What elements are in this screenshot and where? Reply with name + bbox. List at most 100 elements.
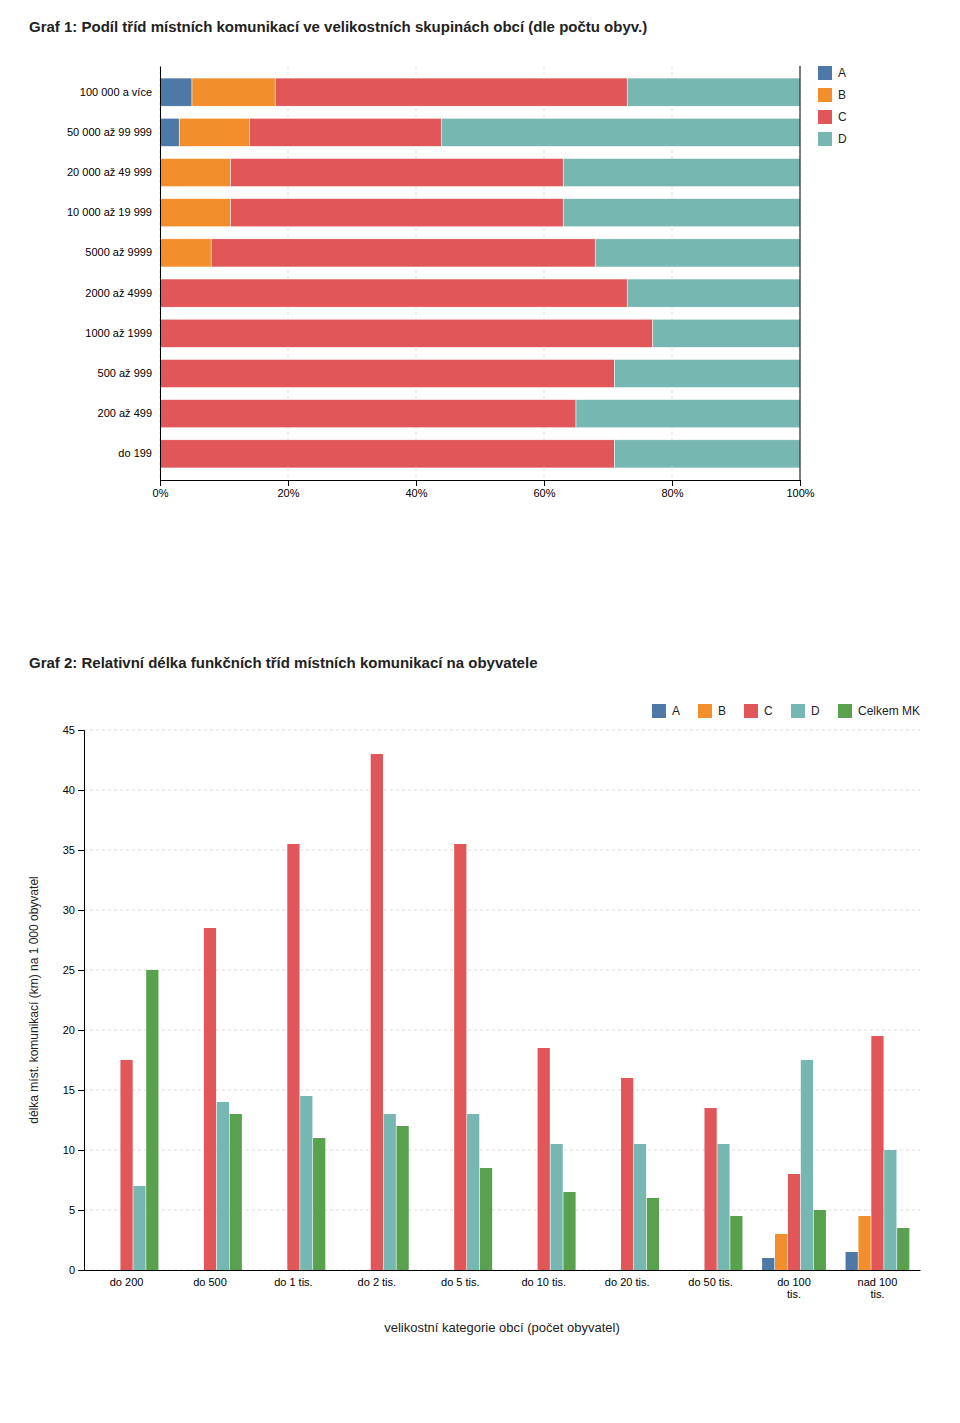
axis-line (160, 67, 161, 481)
tick: do 2 tis. (358, 1276, 397, 1288)
tick: do 1 tis. (274, 1276, 313, 1288)
plot-area (160, 78, 800, 468)
bar (287, 844, 299, 1270)
tick-mark (78, 970, 84, 971)
tick: 10 000 až 19 999 (67, 206, 152, 218)
tick-label: 5000 až 9999 (85, 246, 152, 258)
bar (884, 1150, 896, 1270)
bar (634, 1144, 646, 1270)
tick-label: do 2 tis. (358, 1276, 397, 1288)
bar (313, 1138, 325, 1270)
bar (428, 1270, 440, 1271)
legend-label: B (718, 704, 726, 718)
bar (814, 1210, 826, 1270)
legend-item: C (744, 704, 773, 718)
bar (146, 970, 158, 1270)
bar (775, 1234, 787, 1270)
legend: ABCD (818, 66, 847, 146)
legend-item: Celkem MK (838, 704, 920, 718)
bar (595, 1270, 607, 1271)
tick-label-line: do 2 tis. (358, 1276, 397, 1288)
y-axis: 100 000 a více50 000 až 99 99920 000 až … (67, 67, 161, 481)
tick-label: do 10 tis. (521, 1276, 566, 1288)
tick: do 50 tis. (688, 1276, 733, 1288)
tick: do 199 (118, 447, 152, 459)
legend-swatch (698, 704, 712, 718)
tick: 40% (405, 480, 427, 499)
tick-label: 80% (661, 487, 683, 499)
legend-item: D (791, 704, 820, 718)
tick: 20 000 až 49 999 (67, 166, 152, 178)
tick: nad 100tis. (858, 1276, 898, 1301)
legend-label: A (672, 704, 680, 718)
tick: 15 (63, 1084, 84, 1096)
legend-label: B (838, 88, 846, 102)
legend-swatch (838, 704, 852, 718)
bar (275, 78, 627, 106)
bar (512, 1270, 524, 1271)
grid (160, 66, 800, 480)
tick: 5 (69, 1204, 84, 1216)
bar (614, 359, 800, 387)
bar (230, 158, 563, 186)
legend-item: B (698, 704, 726, 718)
legend-item: B (818, 88, 846, 102)
bar (108, 1270, 120, 1271)
bar (230, 1114, 242, 1270)
bar (345, 1270, 357, 1271)
legend-item: C (818, 110, 847, 124)
legend-label: C (838, 110, 847, 124)
bar (204, 928, 216, 1270)
bar (95, 1270, 107, 1271)
x-axis-title: velikostní kategorie obcí (počet obyvate… (384, 1320, 620, 1335)
tick: 40 (63, 784, 84, 796)
tick-label: 5 (69, 1204, 75, 1216)
tick: do 100tis. (777, 1276, 811, 1301)
tick-label: 10 (63, 1144, 75, 1156)
tick: 100 000 a více (80, 86, 152, 98)
tick-label-line: do 200 (110, 1276, 144, 1288)
tick-label-line: tis. (870, 1288, 884, 1300)
tick-mark (78, 1150, 84, 1151)
tick: 20% (277, 480, 299, 499)
tick: 2000 až 4999 (85, 287, 152, 299)
grid-line (84, 790, 920, 791)
bar (160, 239, 211, 267)
bar (397, 1126, 409, 1270)
tick: 80% (661, 480, 683, 499)
tick: 35 (63, 844, 84, 856)
bar (160, 199, 230, 227)
bar (454, 844, 466, 1270)
tick-label: 10 000 až 19 999 (67, 206, 152, 218)
bar (692, 1270, 704, 1271)
legend-item: A (818, 66, 846, 80)
bar (647, 1198, 659, 1270)
bar (871, 1036, 883, 1270)
tick-mark (78, 790, 84, 791)
tick-mark (416, 480, 417, 486)
tick-label-line: tis. (787, 1288, 801, 1300)
tick-mark (672, 480, 673, 486)
bar (300, 1096, 312, 1270)
grid-line (84, 910, 920, 911)
tick-label: 40% (405, 487, 427, 499)
legend-swatch (818, 132, 832, 146)
tick-label: 30 (63, 904, 75, 916)
axis-line (161, 481, 801, 487)
legend-swatch (818, 110, 832, 124)
legend: A B C D Celkem MK (652, 704, 920, 718)
legend-label: A (838, 66, 846, 80)
chart-title: Graf 2: Relativní délka funkčních tříd m… (29, 654, 537, 671)
bar (441, 1270, 453, 1271)
tick-label-line: nad 100 (858, 1276, 898, 1288)
tick-label: 20 000 až 49 999 (67, 166, 152, 178)
tick-mark (78, 850, 84, 851)
legend-label: D (811, 704, 820, 718)
tick-label: 200 až 499 (98, 407, 152, 419)
legend-label: Celkem MK (858, 704, 920, 718)
tick-mark (78, 1210, 84, 1211)
bar (160, 78, 192, 106)
tick: do 10 tis. (521, 1276, 566, 1288)
bar (679, 1270, 691, 1271)
tick-mark (160, 480, 161, 486)
